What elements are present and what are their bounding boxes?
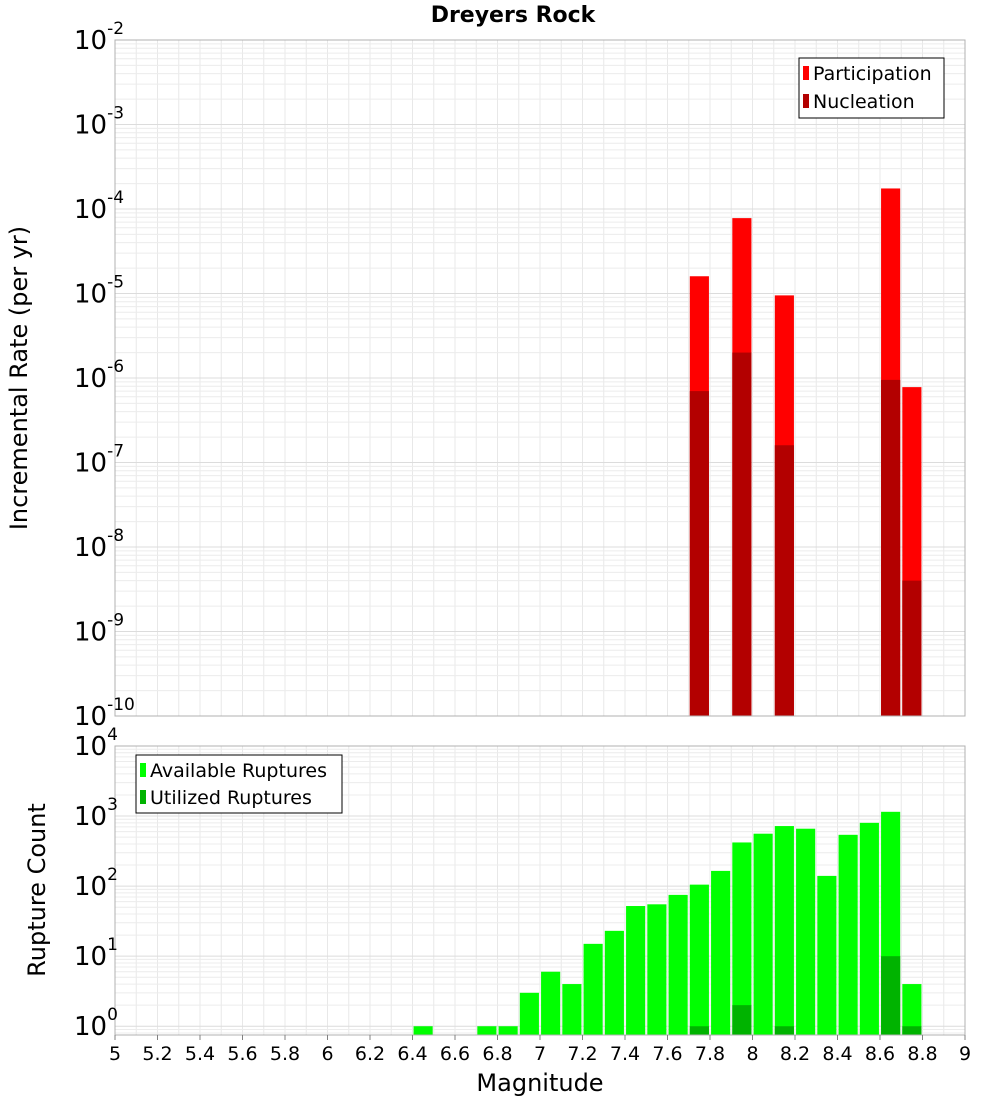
count-y-tick-label: 102 xyxy=(74,865,118,902)
utilized-ruptures-bar xyxy=(774,1026,794,1035)
count-y-axis-label: Rupture Count xyxy=(23,803,51,977)
participation-legend-swatch xyxy=(803,66,809,80)
available-ruptures-bar xyxy=(668,894,688,1035)
utilized-ruptures-bar xyxy=(902,1026,922,1035)
x-tick-label: 5.2 xyxy=(142,1043,172,1065)
available-ruptures-bar xyxy=(583,943,603,1035)
available-ruptures-bar xyxy=(541,971,561,1035)
nucleation-bar xyxy=(732,352,752,716)
rate-y-tick-label: 10-10 xyxy=(74,695,135,732)
utilized-ruptures-bar xyxy=(881,956,901,1035)
nucleation-legend-label: Nucleation xyxy=(813,91,915,113)
magnitude-x-axis-label: Magnitude xyxy=(476,1069,603,1097)
rate-y-tick-label: 10-5 xyxy=(74,273,124,310)
rate-y-tick-labels: 10-10 10-9 10-8 10-7 10-6 10-5 10-4 10-3 10-2 xyxy=(74,19,135,732)
x-tick-label: 6.2 xyxy=(355,1043,385,1065)
available-ruptures-bar xyxy=(838,834,858,1035)
available-ruptures-bar xyxy=(796,828,816,1035)
nucleation-bar xyxy=(689,391,709,716)
x-tick-label: 8.6 xyxy=(865,1043,895,1065)
available-legend-swatch xyxy=(140,763,146,777)
x-tick-label: 7.2 xyxy=(567,1043,597,1065)
x-tick-label: 7.8 xyxy=(695,1043,725,1065)
participation-legend-label: Participation xyxy=(813,63,932,85)
x-tick-label: 8.8 xyxy=(907,1043,937,1065)
count-legend-box xyxy=(135,754,343,814)
x-tick-label: 5.8 xyxy=(270,1043,300,1065)
rate-y-axis-label: Incremental Rate (per yr) xyxy=(5,226,33,530)
rate-y-tick-label: 10-3 xyxy=(74,104,124,141)
available-ruptures-bar xyxy=(817,875,837,1035)
utilized-ruptures-bar xyxy=(732,1005,752,1035)
count-y-tick-label: 103 xyxy=(74,795,118,832)
rate-y-tick-label: 10-7 xyxy=(74,442,124,479)
rate-legend: Participation Nucleation xyxy=(798,57,945,119)
rate-y-tick-label: 10-6 xyxy=(74,357,124,394)
nucleation-legend-swatch xyxy=(803,94,809,108)
x-tick-label: 5.6 xyxy=(227,1043,257,1065)
x-tick-label: 6.4 xyxy=(397,1043,427,1065)
rate-legend-box xyxy=(798,57,945,119)
chart-title: Dreyers Rock xyxy=(431,3,597,28)
x-tick-label: 6.6 xyxy=(440,1043,470,1065)
available-ruptures-bar xyxy=(562,984,582,1035)
available-ruptures-bar xyxy=(689,884,709,1035)
available-ruptures-bar xyxy=(477,1026,497,1035)
nucleation-bar xyxy=(774,445,794,716)
available-ruptures-bar xyxy=(519,992,539,1035)
available-ruptures-bar xyxy=(859,822,879,1035)
count-y-tick-label: 104 xyxy=(74,725,118,762)
rate-y-tick-label: 10-9 xyxy=(74,611,124,648)
available-ruptures-bar xyxy=(647,904,667,1035)
available-ruptures-bar xyxy=(626,906,646,1035)
rate-y-tick-label: 10-8 xyxy=(74,526,124,563)
x-tick-label: 7.6 xyxy=(652,1043,682,1065)
available-ruptures-bar xyxy=(753,833,773,1035)
available-ruptures-bar xyxy=(413,1026,433,1035)
magnitude-x-tick-labels: 5 5.2 5.4 5.6 5.8 6 6.2 6.4 6.6 6.8 7 7.2 7.4 7.6 7.8 8… xyxy=(109,1035,971,1065)
nucleation-bar xyxy=(902,580,922,716)
utilized-legend-label: Utilized Ruptures xyxy=(150,787,312,809)
rate-plot-grid xyxy=(114,39,966,717)
available-ruptures-bar xyxy=(498,1026,518,1035)
utilized-legend-swatch xyxy=(140,790,146,804)
x-tick-label: 5 xyxy=(109,1043,121,1065)
count-y-tick-label: 100 xyxy=(74,1005,118,1042)
count-legend: Available Ruptures Utilized Ruptures xyxy=(135,754,343,814)
rate-y-tick-label: 10-4 xyxy=(74,188,124,225)
count-y-tick-labels: 100 101 102 103 104 xyxy=(74,725,118,1042)
x-tick-label: 8.2 xyxy=(780,1043,810,1065)
rate-plot-bars xyxy=(689,188,922,717)
x-tick-label: 8 xyxy=(746,1043,758,1065)
available-legend-label: Available Ruptures xyxy=(150,760,327,782)
nucleation-bar xyxy=(881,379,901,716)
x-tick-label: 7 xyxy=(534,1043,546,1065)
available-ruptures-bar xyxy=(774,826,794,1035)
x-tick-label: 6 xyxy=(321,1043,333,1065)
x-tick-label: 6.8 xyxy=(482,1043,512,1065)
available-ruptures-bar xyxy=(711,870,731,1035)
available-ruptures-bar xyxy=(732,842,752,1035)
x-tick-label: 8.4 xyxy=(822,1043,852,1065)
x-tick-label: 5.4 xyxy=(185,1043,215,1065)
x-tick-label: 9 xyxy=(959,1043,971,1065)
available-ruptures-bar xyxy=(902,984,922,1035)
count-plot-bars xyxy=(413,811,922,1035)
x-tick-label: 7.4 xyxy=(610,1043,640,1065)
rate-y-tick-label: 10-2 xyxy=(74,19,124,56)
count-y-tick-label: 101 xyxy=(74,935,118,972)
rate-plot-frame xyxy=(114,39,966,717)
utilized-ruptures-bar xyxy=(689,1026,709,1035)
available-ruptures-bar xyxy=(604,930,624,1035)
